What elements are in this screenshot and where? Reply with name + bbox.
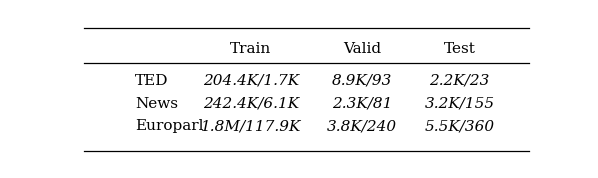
Text: News: News — [135, 97, 178, 111]
Text: Valid: Valid — [343, 42, 381, 56]
Text: 3.8K/240: 3.8K/240 — [327, 119, 397, 133]
Text: TED: TED — [135, 74, 169, 88]
Text: 5.5K/360: 5.5K/360 — [425, 119, 495, 133]
Text: Europarl: Europarl — [135, 119, 203, 133]
Text: Test: Test — [444, 42, 475, 56]
Text: Train: Train — [230, 42, 271, 56]
Text: 1.8M/117.9K: 1.8M/117.9K — [201, 119, 301, 133]
Text: 2.2K/23: 2.2K/23 — [429, 74, 490, 88]
Text: 8.9K/93: 8.9K/93 — [332, 74, 392, 88]
Text: 204.4K/1.7K: 204.4K/1.7K — [203, 74, 299, 88]
Text: 242.4K/6.1K: 242.4K/6.1K — [203, 97, 299, 111]
Text: 2.3K/81: 2.3K/81 — [332, 97, 392, 111]
Text: 3.2K/155: 3.2K/155 — [425, 97, 495, 111]
